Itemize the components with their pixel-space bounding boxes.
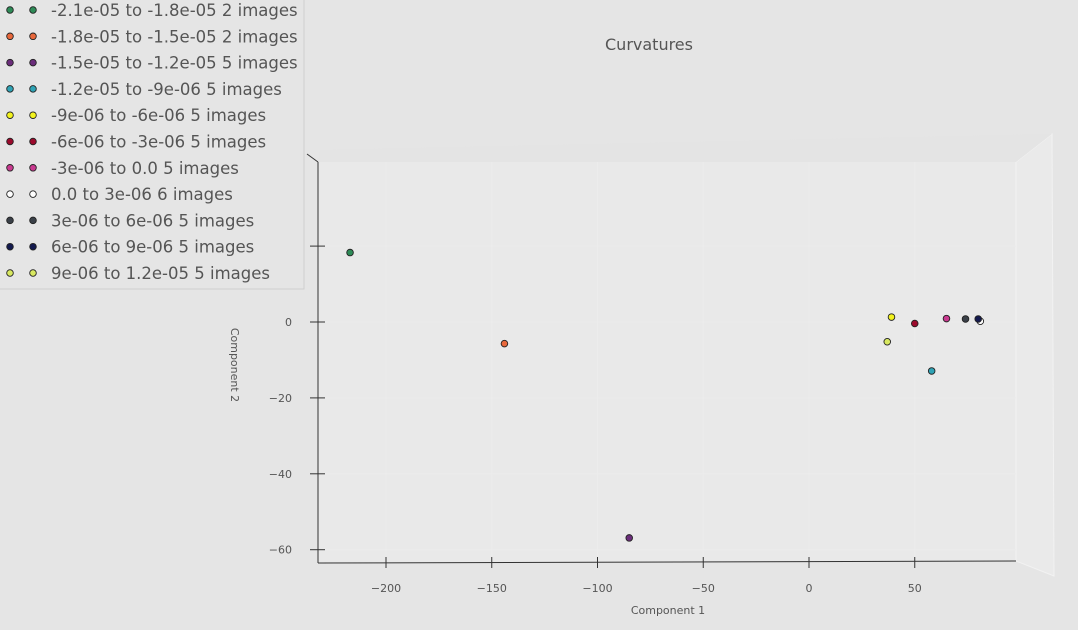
scatter-point xyxy=(911,319,919,328)
legend-label: 0.0 to 3e-06 6 images xyxy=(51,185,233,204)
legend-marker xyxy=(6,32,14,41)
plot-pane xyxy=(318,162,1016,563)
y-tick-label: −40 xyxy=(269,468,292,481)
scatter-point xyxy=(346,248,354,257)
y-tick-label: 0 xyxy=(285,316,292,329)
x-axis-title: Component 1 xyxy=(631,604,705,617)
y-axis-top-tick xyxy=(306,153,319,163)
legend-label: 9e-06 to 1.2e-05 5 images xyxy=(51,264,270,283)
legend-label: 6e-06 to 9e-06 5 images xyxy=(51,238,254,257)
scatter-point xyxy=(927,367,936,375)
y-tick-label: −20 xyxy=(269,392,292,405)
scatter-point xyxy=(961,315,970,323)
legend-label: -2.1e-05 to -1.8e-05 2 images xyxy=(51,1,298,20)
legend-marker xyxy=(29,6,37,14)
scatter-point xyxy=(942,314,951,323)
top-pane xyxy=(318,134,1052,162)
scatter-point xyxy=(887,313,896,321)
legend-marker xyxy=(29,85,37,93)
data-points xyxy=(346,248,985,542)
legend-marker xyxy=(29,242,37,251)
x-tick-label: −200 xyxy=(371,582,401,595)
x-tick-label: −100 xyxy=(582,582,612,595)
legend-label: -9e-06 to -6e-06 5 images xyxy=(51,106,266,125)
scatter-point xyxy=(883,337,892,346)
scatter-point xyxy=(625,534,633,542)
legend-marker xyxy=(29,137,37,146)
legend-marker xyxy=(6,164,14,172)
legend-marker xyxy=(29,111,37,119)
legend-label: -6e-06 to -3e-06 5 images xyxy=(51,133,266,152)
y-ticks: 0 −20 −40 −60 xyxy=(269,245,325,557)
x-tick-label: −50 xyxy=(692,582,715,595)
legend-marker xyxy=(6,242,14,251)
legend-marker xyxy=(6,85,14,93)
legend-label: -1.8e-05 to -1.5e-05 2 images xyxy=(51,27,298,46)
legend-marker xyxy=(6,137,14,146)
gridlines xyxy=(318,162,1016,561)
side-pane xyxy=(1015,132,1055,577)
x-axis-line xyxy=(317,560,1017,564)
legend-marker xyxy=(29,269,37,277)
y-tick-label: −60 xyxy=(269,544,292,557)
x-tick-label: 0 xyxy=(806,582,813,595)
x-tick-label: 50 xyxy=(908,582,922,595)
chart-title: Curvatures xyxy=(605,35,693,54)
y-axis-title: Component 2 xyxy=(228,328,241,402)
legend-marker xyxy=(6,269,14,277)
legend-marker xyxy=(6,111,14,119)
legend-marker xyxy=(29,216,37,225)
x-ticks: −200 −150 −100 −50 0 50 xyxy=(371,557,922,595)
legend-marker xyxy=(6,58,14,67)
legend-marker xyxy=(29,190,37,198)
legend-marker xyxy=(29,32,37,41)
scatter-point xyxy=(500,339,509,348)
legend-marker xyxy=(29,58,37,67)
legend-marker xyxy=(6,216,14,225)
legend-marker xyxy=(6,6,14,14)
legend: -2.1e-05 to -1.8e-05 2 images -1.8e-05 to… xyxy=(6,1,298,283)
legend-label: -3e-06 to 0.0 5 images xyxy=(51,159,239,178)
legend-marker xyxy=(29,164,37,172)
legend-label: -1.5e-05 to -1.2e-05 5 images xyxy=(51,54,298,73)
legend-box xyxy=(0,0,305,290)
legend-marker xyxy=(6,190,14,198)
legend-label: 3e-06 to 6e-06 5 images xyxy=(51,211,254,230)
scatter-point xyxy=(974,315,982,323)
legend-label: -1.2e-05 to -9e-06 5 images xyxy=(51,80,282,99)
x-tick-label: −150 xyxy=(477,582,507,595)
